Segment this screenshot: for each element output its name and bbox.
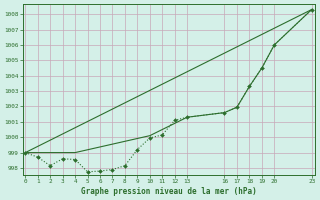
- X-axis label: Graphe pression niveau de la mer (hPa): Graphe pression niveau de la mer (hPa): [81, 187, 257, 196]
